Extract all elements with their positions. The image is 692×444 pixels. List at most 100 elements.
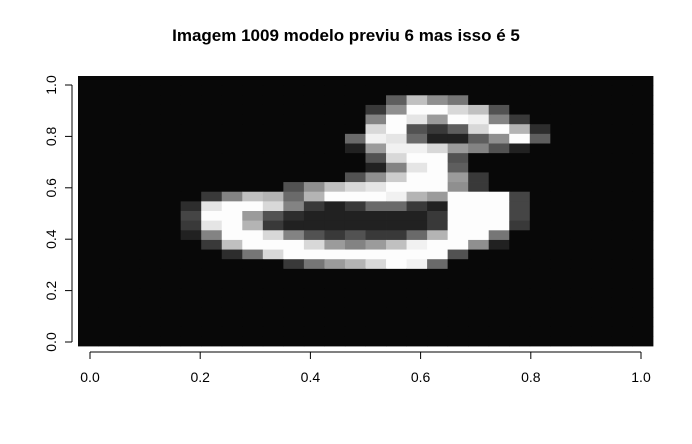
heatmap-cell <box>139 153 161 164</box>
heatmap-cell <box>139 336 161 347</box>
heatmap-cell <box>611 297 633 308</box>
heatmap-cell <box>611 211 633 222</box>
heatmap-cell <box>78 143 99 154</box>
heatmap-cell <box>550 239 572 250</box>
heatmap-cell <box>570 201 592 212</box>
heatmap-cell <box>160 307 182 318</box>
heatmap-cell <box>386 85 407 96</box>
heatmap-cell <box>262 95 284 106</box>
heatmap-cell <box>406 201 428 212</box>
heatmap-cell <box>529 143 551 154</box>
heatmap-cell <box>201 307 223 318</box>
heatmap-cell <box>386 104 407 115</box>
heatmap-cell <box>262 211 284 222</box>
heatmap-cell <box>611 220 633 231</box>
heatmap-cell <box>344 201 366 212</box>
heatmap-cell <box>509 104 531 115</box>
heatmap-cell <box>632 114 654 125</box>
heatmap-cell <box>509 259 531 270</box>
heatmap-cell <box>509 211 531 222</box>
heatmap-cell <box>488 211 510 222</box>
heatmap-cell <box>262 172 284 183</box>
heatmap-cell <box>344 162 366 173</box>
heatmap-cell <box>324 317 346 328</box>
heatmap-cell <box>344 211 366 222</box>
heatmap-cell <box>201 172 223 183</box>
heatmap-cell <box>509 114 531 125</box>
heatmap-cell <box>550 182 572 193</box>
heatmap-cell <box>201 278 223 289</box>
heatmap-cell <box>468 191 490 202</box>
heatmap-cell <box>262 278 284 289</box>
heatmap-cell <box>406 76 428 87</box>
heatmap-cell <box>242 182 264 193</box>
heatmap-cell <box>242 153 264 164</box>
heatmap-cell <box>78 172 99 183</box>
heatmap-cell <box>406 191 428 202</box>
heatmap-cell <box>447 124 469 135</box>
heatmap-cell <box>242 76 264 87</box>
heatmap-cell <box>201 326 223 337</box>
heatmap-cell <box>221 124 243 135</box>
heatmap-cell <box>283 278 305 289</box>
heatmap-cell <box>529 124 551 135</box>
heatmap-cell <box>242 278 264 289</box>
heatmap-cell <box>447 239 469 250</box>
heatmap-cell <box>262 336 284 347</box>
heatmap-cell <box>139 230 161 241</box>
heatmap-cell <box>509 143 531 154</box>
heatmap-cell <box>365 95 387 106</box>
heatmap-cell <box>406 85 428 96</box>
heatmap-cell <box>591 95 613 106</box>
heatmap-cell <box>242 259 264 270</box>
heatmap-cell <box>324 153 346 164</box>
heatmap-cell <box>468 220 490 231</box>
heatmap-cell <box>365 230 387 241</box>
heatmap-cell <box>447 162 469 173</box>
heatmap-cell <box>529 297 551 308</box>
heatmap-cell <box>283 95 305 106</box>
heatmap-cell <box>365 85 387 96</box>
heatmap-cell <box>509 153 531 164</box>
heatmap-cell <box>78 326 99 337</box>
heatmap-cell <box>78 95 99 106</box>
heatmap-cell <box>98 85 120 96</box>
heatmap-cell <box>139 278 161 289</box>
heatmap-cell <box>488 143 510 154</box>
heatmap-cell <box>242 85 264 96</box>
heatmap-cell <box>427 326 449 337</box>
heatmap-cell <box>262 162 284 173</box>
heatmap-cell <box>221 297 243 308</box>
heatmap-cell <box>570 85 592 96</box>
heatmap-cell <box>98 239 120 250</box>
heatmap-cell <box>201 133 223 144</box>
heatmap-cell <box>283 182 305 193</box>
heatmap-cell <box>488 278 510 289</box>
heatmap-cell <box>406 153 428 164</box>
heatmap-cell <box>365 326 387 337</box>
x-tick-label: 0.8 <box>521 369 541 385</box>
heatmap-cell <box>406 230 428 241</box>
heatmap-cell <box>386 336 407 347</box>
heatmap-cell <box>78 201 99 212</box>
heatmap-cell <box>468 133 490 144</box>
heatmap-cell <box>611 162 633 173</box>
heatmap-cell <box>303 191 325 202</box>
heatmap-cell <box>139 268 161 279</box>
heatmap-cell <box>324 172 346 183</box>
heatmap-cell <box>386 162 407 173</box>
heatmap-cell <box>119 230 141 241</box>
heatmap-cell <box>344 278 366 289</box>
heatmap-cell <box>283 326 305 337</box>
heatmap-cell <box>386 307 407 318</box>
heatmap-cell <box>529 76 551 87</box>
heatmap-cell <box>98 278 120 289</box>
y-tick-label: 1.0 <box>43 75 59 95</box>
heatmap-cell <box>303 153 325 164</box>
heatmap-cell <box>611 239 633 250</box>
heatmap-cell <box>591 114 613 125</box>
heatmap-cell <box>180 153 202 164</box>
heatmap-cell <box>611 336 633 347</box>
heatmap-cell <box>119 317 141 328</box>
